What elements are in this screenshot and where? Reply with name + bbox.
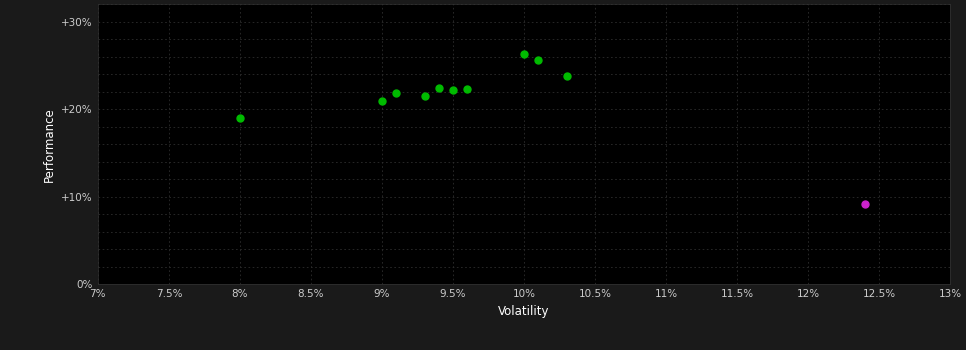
Point (460, 86, 475, 92)
Point (559, 73, 575, 79)
Point (445, 87, 461, 93)
Point (388, 91, 404, 96)
Point (374, 98, 389, 103)
Point (517, 51, 532, 57)
Point (417, 93, 433, 99)
X-axis label: Volatility: Volatility (498, 305, 550, 318)
Point (232, 115, 247, 121)
Point (431, 85, 446, 91)
Point (530, 57, 546, 63)
Point (857, 201, 872, 206)
Y-axis label: Performance: Performance (43, 107, 56, 182)
